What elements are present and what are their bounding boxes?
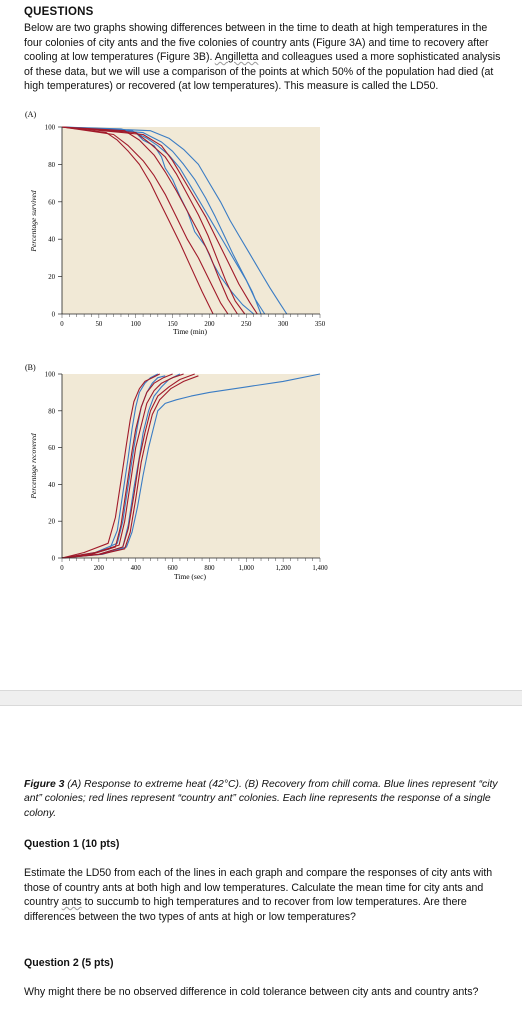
country-colony-line-a-6	[61, 126, 229, 315]
x-tick-label-a: 150	[167, 321, 178, 328]
city-colony-line-a-3	[61, 126, 262, 315]
x-tick-label-b: 400	[131, 565, 142, 572]
q1-text-1: Estimate the LD50 from each of the lines…	[24, 867, 493, 909]
x-tick-label-b: 600	[167, 565, 178, 572]
x-tick-label-a: 50	[95, 321, 102, 328]
y-tick-label-a: 100	[45, 125, 56, 132]
document-page-1: QUESTIONS Below are two graphs showing d…	[24, 6, 506, 581]
intro-paragraph: Below are two graphs showing differences…	[24, 21, 506, 94]
country-colony-line-b-6	[61, 373, 173, 559]
question-2-title: Question 2 (5 pts)	[24, 957, 114, 969]
x-tick-label-b: 800	[204, 565, 215, 572]
y-tick-label-a: 80	[48, 162, 55, 169]
x-tick-label-a: 100	[131, 321, 142, 328]
x-tick-label-a: 250	[241, 321, 252, 328]
figure-caption: Figure 3 (A) Response to extreme heat (4…	[24, 778, 508, 821]
country-colony-line-a-9	[61, 126, 258, 315]
question-2-body: Why might there be no observed differenc…	[24, 986, 479, 998]
y-tick-label-b: 100	[45, 372, 56, 379]
city-colony-line-a-4	[61, 126, 288, 315]
panel-label-b: (B)	[25, 363, 36, 372]
y-tick-label-a: 20	[48, 274, 55, 281]
country-colony-line-b-7	[61, 373, 184, 559]
intro-text-1: Below are two graphs showing differences…	[24, 22, 489, 64]
panel-label-a: (A)	[25, 110, 36, 119]
document-page-2: Figure 3 (A) Response to extreme heat (4…	[0, 706, 522, 1024]
country-colony-line-a-5	[61, 126, 214, 315]
country-colony-line-b-9	[61, 375, 199, 559]
city-colony-line-b-2	[61, 375, 166, 559]
x-tick-label-a: 0	[60, 321, 64, 328]
x-tick-label-b: 200	[94, 565, 105, 572]
y-axis-label-b: Percentage recovered	[29, 433, 38, 499]
plot-background-b	[62, 374, 320, 558]
figure-3b-chart: (B) 0 20 40 60 80 100 0 200 400 600 800 1,000 1,200 1…	[25, 363, 328, 581]
country-colony-line-a-8	[61, 126, 246, 315]
x-axis-label-a: Time (min)	[173, 327, 208, 336]
intro-text-author: Angilletta	[214, 51, 259, 64]
x-tick-label-a: 300	[278, 321, 289, 328]
x-axis-label-b: Time (sec)	[174, 572, 207, 581]
q1-text-ants: ants	[61, 896, 82, 909]
question-1-title: Question 1 (10 pts)	[24, 838, 120, 850]
questions-heading: QUESTIONS	[24, 6, 94, 18]
y-tick-label-a: 40	[48, 237, 55, 244]
x-tick-label-a: 350	[315, 321, 326, 328]
country-colony-line-a-7	[61, 126, 238, 315]
x-tick-label-a: 200	[204, 321, 215, 328]
y-tick-label-b: 40	[48, 482, 55, 489]
page-break-divider	[0, 690, 522, 706]
country-colony-line-b-5	[61, 373, 160, 559]
y-tick-label-a: 60	[48, 199, 55, 206]
y-tick-label-b: 60	[48, 445, 55, 452]
y-axis-label-a: Percentage survived	[29, 190, 38, 252]
figure-3a-chart: (A) 0 20 40 60 80 100 0 50 100 150 200 250 300 350 Ti…	[25, 110, 326, 336]
x-tick-label-b: 1,000	[239, 565, 255, 572]
x-tick-label-b: 1,200	[275, 565, 291, 572]
caption-text: (A) Response to extreme heat (42°C). (B)…	[24, 779, 498, 819]
caption-figure-label: Figure 3	[24, 779, 65, 790]
question-1-body: Estimate the LD50 from each of the lines…	[24, 866, 506, 924]
y-tick-label-b: 20	[48, 519, 55, 526]
q1-text-2: to succumb to high temperatures and to r…	[24, 896, 467, 923]
intro-text-2: and colleagues used a more sophisticated…	[24, 51, 501, 93]
x-tick-label-b: 0	[60, 565, 64, 572]
city-colony-line-b-4	[61, 373, 321, 559]
y-tick-label-b: 80	[48, 408, 55, 415]
x-tick-label-b: 1,400	[312, 565, 328, 572]
y-tick-label-a: 0	[52, 312, 56, 319]
country-colony-line-b-8	[61, 373, 195, 559]
y-tick-label-b: 0	[52, 556, 56, 563]
